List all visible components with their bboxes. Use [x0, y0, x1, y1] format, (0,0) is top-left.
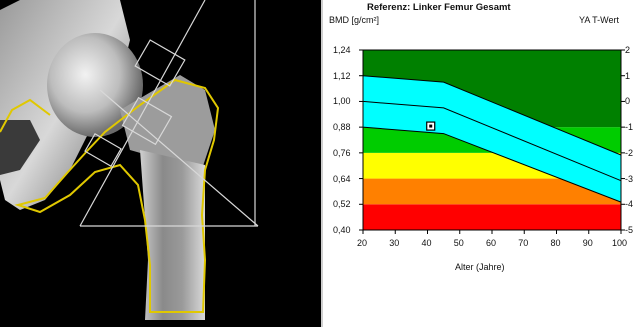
x-axis-label: Alter (Jahre) [455, 262, 505, 272]
x-tick-label: 80 [550, 238, 561, 248]
y-tick-label: 1,24 [333, 45, 351, 55]
y-tick-label: 0,64 [333, 173, 351, 184]
y-axis-label: BMD [g/cm²] [329, 15, 380, 25]
x-tick-label: 70 [518, 238, 529, 248]
roi-overlay [79, 0, 259, 227]
right-tick-label: -4 [625, 199, 634, 210]
right-tick-label: -1 [625, 122, 634, 133]
chart-title: Referenz: Linker Femur Gesamt [367, 2, 511, 13]
femoral-head [47, 33, 143, 137]
x-tick-label: 90 [582, 238, 593, 248]
right-tick-label: -3 [625, 173, 634, 184]
patient-marker-center [429, 124, 433, 128]
femur-scan-graphic [0, 0, 259, 320]
y-tick-label: 0,76 [333, 147, 351, 158]
y-tick-label: 1,00 [333, 96, 351, 107]
right-tick-label: 2 [625, 45, 631, 55]
bone-outline [14, 78, 220, 313]
right-axis-label: YA T-Wert [579, 15, 620, 25]
femoral-shaft [140, 150, 205, 320]
y-tick-label: 1,12 [333, 70, 351, 81]
x-tick-label: 30 [389, 238, 400, 248]
dxa-scan-image [0, 0, 321, 327]
zone-band-0 [363, 204, 621, 230]
x-tick-label: 50 [453, 238, 464, 248]
y-tick-label: 0,88 [333, 122, 351, 133]
x-tick-label: 60 [486, 238, 497, 248]
right-tick-label: -2 [625, 147, 634, 158]
x-tick-label: 20 [357, 238, 368, 248]
x-tick-label: 40 [421, 238, 432, 248]
reference-mean-line [362, 100, 622, 182]
x-tick-label: 100 [612, 238, 628, 248]
right-tick-label: 0 [625, 96, 631, 107]
y-tick-label: 0,40 [333, 225, 351, 235]
chart-canvas [359, 49, 625, 234]
y-tick-label: 0,52 [333, 199, 351, 210]
right-tick-label: 1 [625, 70, 631, 81]
panel-divider [321, 0, 323, 327]
right-tick-label: -5 [625, 225, 634, 235]
bmd-reference-chart: Referenz: Linker Femur Gesamt BMD [g/cm²… [323, 0, 639, 327]
